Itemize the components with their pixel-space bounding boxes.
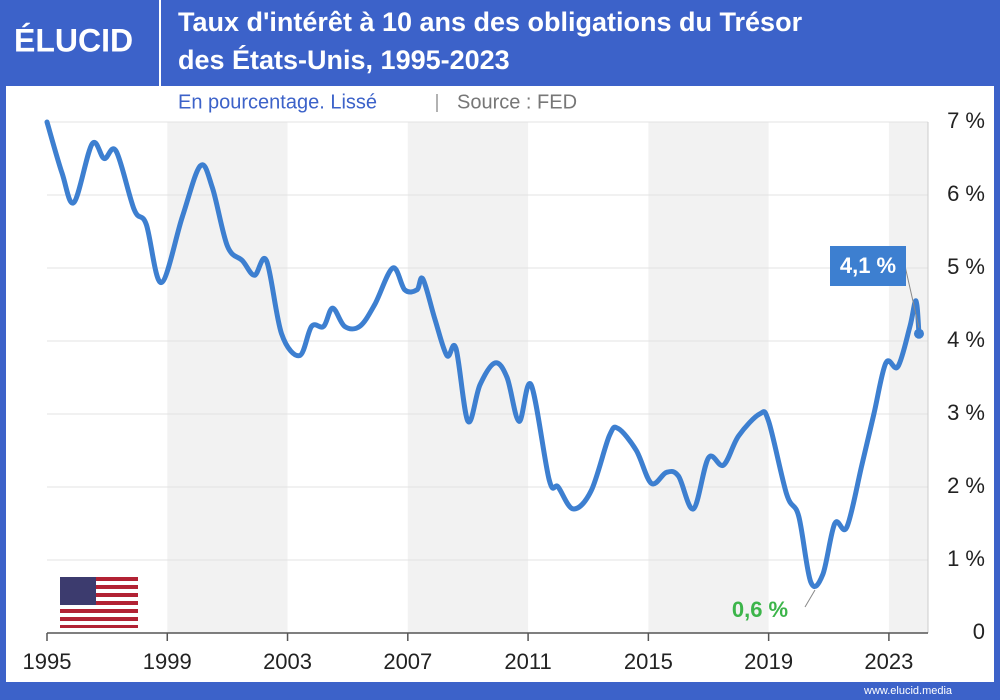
x-tick-label: 2019: [744, 649, 793, 674]
subtitle: En pourcentage. Lissé: [178, 91, 377, 113]
x-tick-label: 2003: [263, 649, 312, 674]
footer: www.elucid.media: [863, 685, 953, 697]
flag: [60, 577, 138, 628]
brand: ÉLUCID: [14, 22, 133, 58]
y-tick-label: 0: [973, 619, 985, 644]
x-tick-label: 1995: [23, 649, 72, 674]
y-tick-label: 4 %: [947, 327, 985, 352]
source: Source : FED: [457, 91, 577, 113]
annotation-leader: [904, 265, 920, 328]
y-tick-label: 6 %: [947, 181, 985, 206]
y-tick-label: 3 %: [947, 400, 985, 425]
band: [167, 122, 288, 633]
band: [648, 122, 769, 633]
annotation: 0,6 %: [732, 597, 788, 622]
annotation-leader: [804, 589, 816, 608]
y-tick-label: 7 %: [947, 108, 985, 133]
annotation: 4,1 %: [840, 253, 896, 278]
annotation-box: [830, 246, 906, 286]
x-tick-label: 2023: [864, 649, 913, 674]
chart-title: Taux d'intérêt à 10 ans des obligations …: [178, 7, 803, 37]
band: [888, 122, 928, 633]
chart-title: des États-Unis, 1995-2023: [178, 44, 510, 75]
x-tick-label: 1999: [143, 649, 192, 674]
series-line: [44, 119, 922, 589]
y-tick-label: 5 %: [947, 254, 985, 279]
x-tick-label: 2007: [383, 649, 432, 674]
y-tick-label: 2 %: [947, 473, 985, 498]
band: [407, 122, 529, 633]
y-tick-label: 1 %: [947, 546, 985, 571]
x-tick-label: 2011: [504, 649, 551, 674]
x-tick-label: 2015: [624, 649, 673, 674]
end-point: [913, 328, 924, 339]
